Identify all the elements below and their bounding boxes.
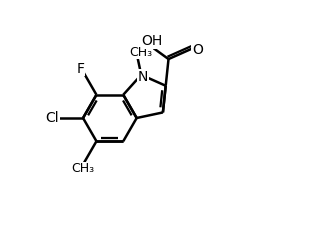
Text: F: F: [76, 62, 84, 76]
Text: Cl: Cl: [45, 111, 59, 125]
Text: OH: OH: [141, 34, 162, 48]
Text: CH₃: CH₃: [129, 46, 152, 59]
Text: CH₃: CH₃: [71, 162, 95, 175]
Text: N: N: [138, 70, 148, 84]
Text: O: O: [192, 43, 203, 57]
